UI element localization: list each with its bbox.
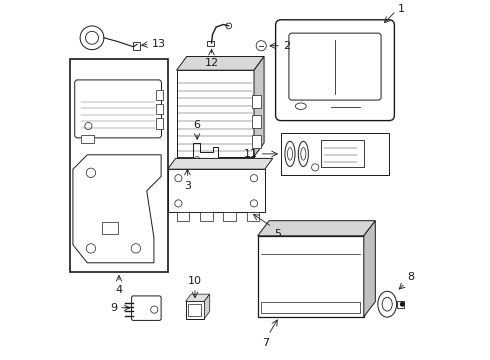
- FancyBboxPatch shape: [275, 20, 394, 121]
- Bar: [156, 90, 163, 100]
- Bar: [168, 169, 265, 212]
- Polygon shape: [186, 294, 210, 301]
- Circle shape: [250, 175, 258, 182]
- Text: 2: 2: [284, 41, 291, 51]
- Circle shape: [256, 41, 266, 51]
- Text: 11: 11: [244, 149, 258, 159]
- FancyBboxPatch shape: [289, 33, 381, 100]
- Text: 5: 5: [274, 229, 281, 239]
- Bar: [133, 42, 140, 50]
- Text: 12: 12: [204, 58, 219, 68]
- Text: 7: 7: [262, 338, 269, 348]
- Bar: [180, 157, 195, 166]
- Circle shape: [151, 306, 158, 313]
- Circle shape: [175, 200, 182, 207]
- Bar: [258, 236, 364, 317]
- Bar: [320, 140, 364, 167]
- Ellipse shape: [382, 297, 392, 311]
- Bar: [261, 302, 360, 313]
- Bar: [247, 212, 259, 221]
- Ellipse shape: [288, 148, 293, 160]
- Bar: [207, 41, 214, 46]
- Ellipse shape: [295, 103, 306, 109]
- Polygon shape: [258, 221, 375, 236]
- Bar: [252, 115, 261, 128]
- Ellipse shape: [285, 141, 295, 166]
- Circle shape: [80, 26, 104, 50]
- Circle shape: [312, 164, 319, 171]
- Circle shape: [175, 175, 182, 182]
- Text: 8: 8: [407, 272, 414, 282]
- Ellipse shape: [301, 148, 306, 160]
- Bar: [200, 212, 213, 221]
- Bar: [252, 95, 261, 108]
- Circle shape: [400, 302, 404, 306]
- Text: 4: 4: [116, 285, 122, 295]
- Polygon shape: [168, 158, 273, 169]
- Bar: [81, 135, 94, 143]
- Bar: [156, 118, 163, 129]
- Bar: [189, 304, 201, 316]
- Bar: [252, 135, 261, 148]
- FancyBboxPatch shape: [132, 296, 161, 320]
- Text: 13: 13: [151, 39, 166, 49]
- Polygon shape: [193, 143, 218, 166]
- Bar: [281, 133, 389, 175]
- Circle shape: [86, 31, 98, 44]
- Text: 9: 9: [110, 303, 117, 313]
- Circle shape: [131, 244, 141, 253]
- Polygon shape: [176, 57, 264, 70]
- Bar: [176, 212, 189, 221]
- Text: 10: 10: [188, 276, 202, 286]
- Circle shape: [226, 23, 232, 29]
- Bar: [102, 222, 118, 234]
- Circle shape: [85, 122, 92, 130]
- Polygon shape: [364, 221, 375, 317]
- FancyBboxPatch shape: [74, 80, 162, 138]
- Circle shape: [86, 244, 96, 253]
- Ellipse shape: [298, 141, 308, 166]
- Bar: [186, 301, 204, 319]
- Circle shape: [86, 168, 96, 177]
- Bar: [156, 104, 163, 114]
- Text: 1: 1: [398, 4, 405, 14]
- Polygon shape: [254, 57, 264, 157]
- Polygon shape: [204, 294, 210, 319]
- Polygon shape: [73, 155, 161, 263]
- Circle shape: [195, 157, 199, 162]
- Bar: [71, 59, 168, 272]
- Bar: [176, 70, 254, 157]
- Text: 6: 6: [194, 120, 200, 130]
- Bar: [223, 212, 236, 221]
- Text: 3: 3: [184, 181, 191, 191]
- Ellipse shape: [378, 291, 396, 317]
- Circle shape: [250, 200, 258, 207]
- Bar: [396, 301, 404, 308]
